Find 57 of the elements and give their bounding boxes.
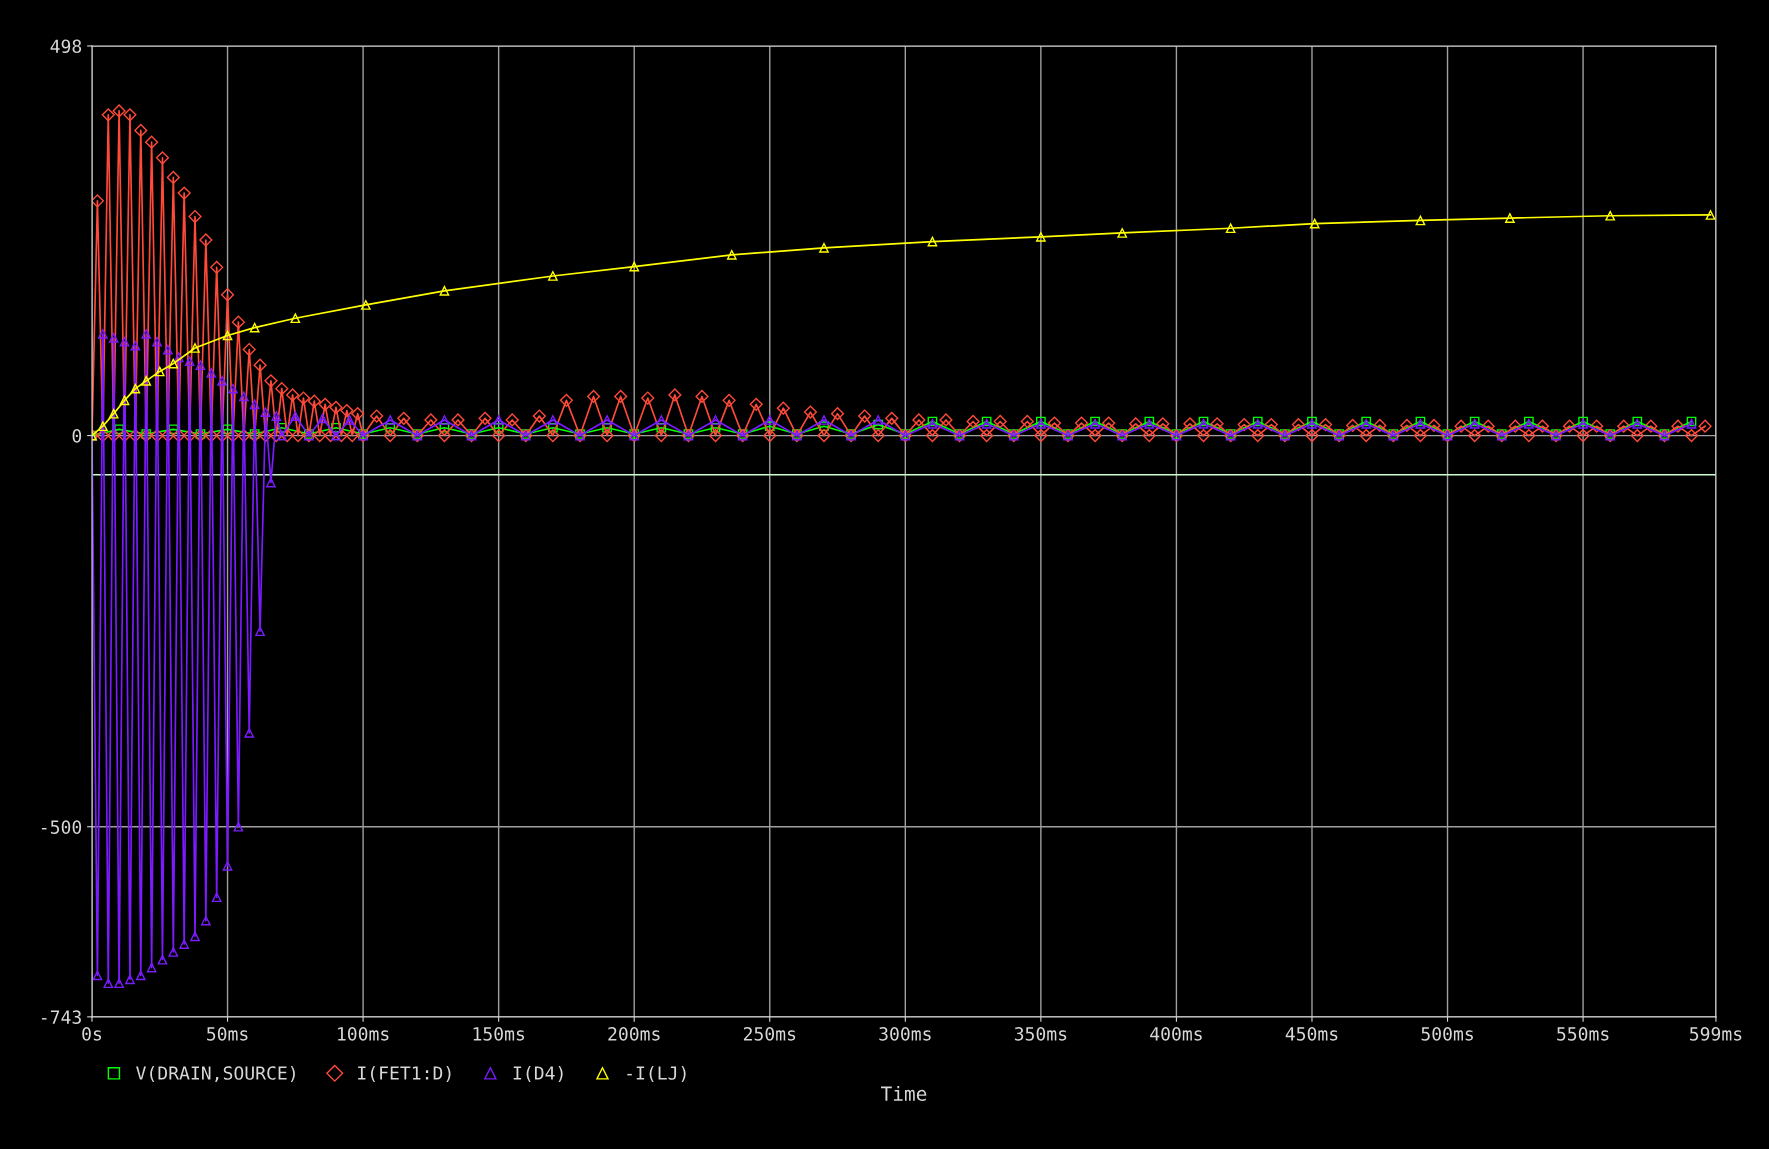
x-tick-label: 100ms <box>338 1027 389 1041</box>
point <box>130 383 141 394</box>
x-tick-label: 0s <box>82 1027 102 1041</box>
point <box>141 375 152 386</box>
legend-label: I(FET1:D) <box>358 1065 451 1082</box>
x-tick-label: 200ms <box>608 1027 660 1041</box>
point <box>927 236 938 247</box>
point <box>493 422 504 433</box>
point <box>1117 228 1128 238</box>
legend-label: I(D4) <box>513 1065 563 1082</box>
point <box>108 408 119 419</box>
point <box>168 358 179 369</box>
point <box>222 424 233 435</box>
y-tick-label: 0 <box>72 429 82 443</box>
x-tick-label: 50ms <box>207 1027 248 1041</box>
x-tick-label: 500ms <box>1421 1027 1473 1041</box>
point <box>726 249 737 260</box>
point <box>1705 210 1716 220</box>
point <box>360 300 371 310</box>
point <box>1309 218 1320 229</box>
point <box>249 322 260 333</box>
x-tick-label: 150ms <box>473 1027 525 1041</box>
x-tick-label: 250ms <box>743 1027 796 1041</box>
y-tick-label: -500 <box>41 820 82 834</box>
point <box>195 429 206 439</box>
point <box>114 424 124 435</box>
y-tick-label: -743 <box>41 1010 81 1025</box>
x-tick-label: 450ms <box>1285 1027 1338 1041</box>
x-tick-label: 599ms <box>1690 1027 1742 1041</box>
legend-label: -I(LJ) <box>627 1065 686 1082</box>
x-axis-title: Time <box>880 1085 927 1101</box>
point <box>1605 210 1616 221</box>
point <box>385 422 396 433</box>
point <box>168 424 179 435</box>
point <box>873 419 884 430</box>
x-tick-label: 400ms <box>1150 1027 1202 1041</box>
point <box>97 421 108 432</box>
legend-label: V(DRAIN,SOURCE) <box>136 1065 295 1083</box>
point <box>249 429 260 439</box>
point <box>1505 213 1515 223</box>
x-tick-label: 300ms <box>879 1027 931 1041</box>
x-tick-label: 550ms <box>1557 1027 1609 1041</box>
point <box>1225 223 1236 234</box>
point <box>1036 231 1046 242</box>
point <box>141 429 152 439</box>
point <box>222 330 233 341</box>
point <box>439 285 450 296</box>
point <box>629 261 640 272</box>
point <box>819 242 829 253</box>
point <box>1415 215 1426 226</box>
y-tick-label: 498 <box>50 39 82 54</box>
point <box>154 366 165 377</box>
point <box>190 343 200 353</box>
point <box>290 313 301 324</box>
point <box>548 271 558 281</box>
x-tick-label: 350ms <box>1014 1027 1067 1041</box>
point <box>119 395 130 406</box>
